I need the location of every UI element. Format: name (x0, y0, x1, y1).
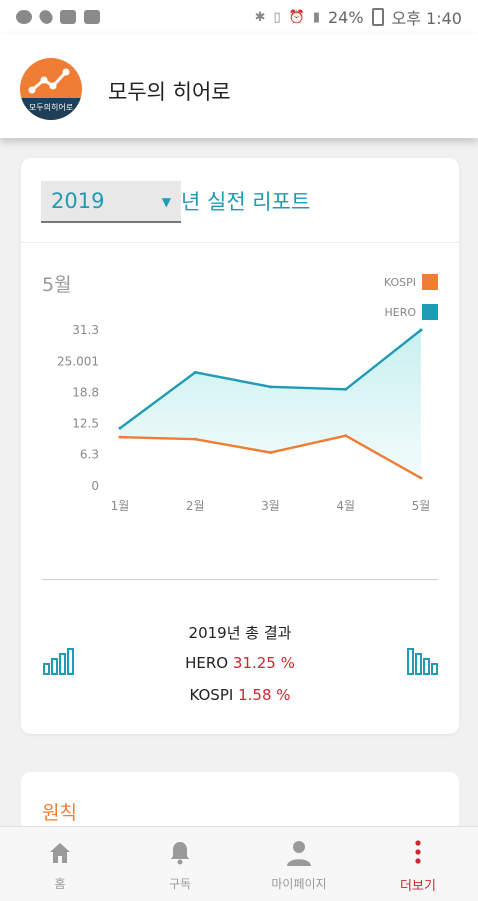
nav-home-label: 홈 (54, 877, 66, 891)
nav-subscribe[interactable]: 구독 (120, 827, 240, 901)
x-tick-label: 4월 (336, 499, 355, 513)
y-tick-label: 31.3 (72, 323, 99, 337)
legend-kospi-swatch (422, 274, 438, 290)
divider (42, 579, 438, 580)
bar-chart-down-icon (407, 648, 438, 675)
kospi-data-point (419, 476, 423, 480)
clock: 오후 1:40 (391, 9, 462, 28)
mail-icon-2 (84, 10, 100, 24)
status-bar: ✱ ▯ ⏰ ▮ 24% 오후 1:40 (0, 0, 478, 34)
signal-icon: ▮ (312, 9, 320, 25)
vibrate-icon: ▯ (273, 9, 281, 25)
home-icon (50, 843, 70, 863)
app-title: 모두의 히어로 (108, 80, 231, 104)
summary-heading: 2019년 총 결과 (188, 624, 292, 642)
notification-pill-icon (37, 7, 55, 27)
nav-more[interactable]: 더보기 (358, 827, 478, 901)
nav-mypage[interactable]: 마이페이지 (239, 827, 359, 901)
year-select-value: 2019 (51, 189, 105, 213)
battery-percent: 24% (327, 7, 364, 27)
nav-more-label: 더보기 (400, 879, 436, 894)
app-bar: 모두의히어로 모두의 히어로 (0, 34, 478, 138)
nav-home[interactable]: 홈 (0, 827, 120, 901)
kospi-data-point (193, 437, 197, 441)
kospi-data-point (118, 435, 122, 439)
more-vert-icon (415, 840, 421, 864)
x-tick-label: 5월 (412, 499, 431, 513)
summary-kospi-value: 1.58 % (238, 686, 291, 704)
y-tick-label: 12.5 (72, 417, 99, 431)
notification-app-icon (16, 10, 32, 24)
legend-hero: HERO (288, 304, 438, 320)
nav-subscribe-label: 구독 (168, 877, 192, 891)
person-icon (287, 841, 311, 866)
y-tick-label: 25.001 (57, 354, 99, 368)
bottom-nav: 홈 구독 마이페이지 더보기 (0, 826, 478, 901)
logo-chart-icon (28, 68, 70, 94)
battery-icon (371, 8, 384, 26)
summary-hero-value: 31.25 % (232, 654, 295, 672)
kospi-data-point (344, 434, 348, 438)
hero-data-point (118, 426, 122, 430)
x-tick-label: 1월 (111, 499, 130, 513)
bell-icon (171, 842, 189, 865)
bluetooth-icon: ✱ (254, 9, 266, 25)
hero-data-point (344, 387, 348, 391)
nav-mypage-label: 마이페이지 (271, 877, 327, 891)
legend-hero-label: HERO (384, 305, 416, 319)
summary-kospi-label: KOSPI (189, 686, 234, 704)
bar-chart-up-icon (43, 648, 74, 675)
hero-area-fill (120, 330, 421, 479)
kospi-data-point (269, 451, 272, 455)
performance-chart: 31.3 25.001 18.8 12.5 6.3 0 1월 2월 3월 4월 5월 (57, 323, 431, 513)
legend-hero-swatch (422, 304, 438, 320)
report-card: 2019 ▼ 년 실전 리포트 5월 KOSPI HERO 31.3 25.001… (21, 158, 459, 734)
hero-data-point (419, 328, 423, 332)
status-notifications (16, 7, 100, 27)
legend-kospi: KOSPI (288, 274, 438, 290)
principle-title: 원칙 (42, 802, 77, 824)
logo-text: 모두의히어로 (20, 98, 82, 120)
year-select[interactable]: 2019 ▼ (41, 181, 181, 223)
y-tick-label: 0 (91, 479, 99, 493)
month-label: 5월 (42, 274, 72, 296)
alarm-icon: ⏰ (288, 9, 305, 25)
hero-data-point (269, 385, 272, 389)
app-logo[interactable]: 모두의히어로 (20, 58, 82, 120)
mail-icon (60, 10, 76, 24)
x-tick-label: 2월 (186, 499, 205, 513)
summary-hero-label: HERO (185, 654, 229, 672)
x-tick-label: 3월 (261, 499, 280, 513)
status-system: ✱ ▯ ⏰ ▮ 24% 오후 1:40 (255, 5, 462, 29)
y-tick-label: 18.8 (72, 385, 99, 399)
legend-kospi-label: KOSPI (383, 275, 416, 289)
report-title: 년 실전 리포트 (181, 190, 311, 214)
summary-hero: HERO 31.25 % (21, 654, 459, 672)
y-tick-label: 6.3 (80, 448, 99, 462)
divider (21, 242, 459, 243)
summary-kospi: KOSPI 1.58 % (21, 686, 459, 704)
hero-data-point (193, 370, 197, 374)
chevron-down-icon: ▼ (161, 195, 171, 209)
